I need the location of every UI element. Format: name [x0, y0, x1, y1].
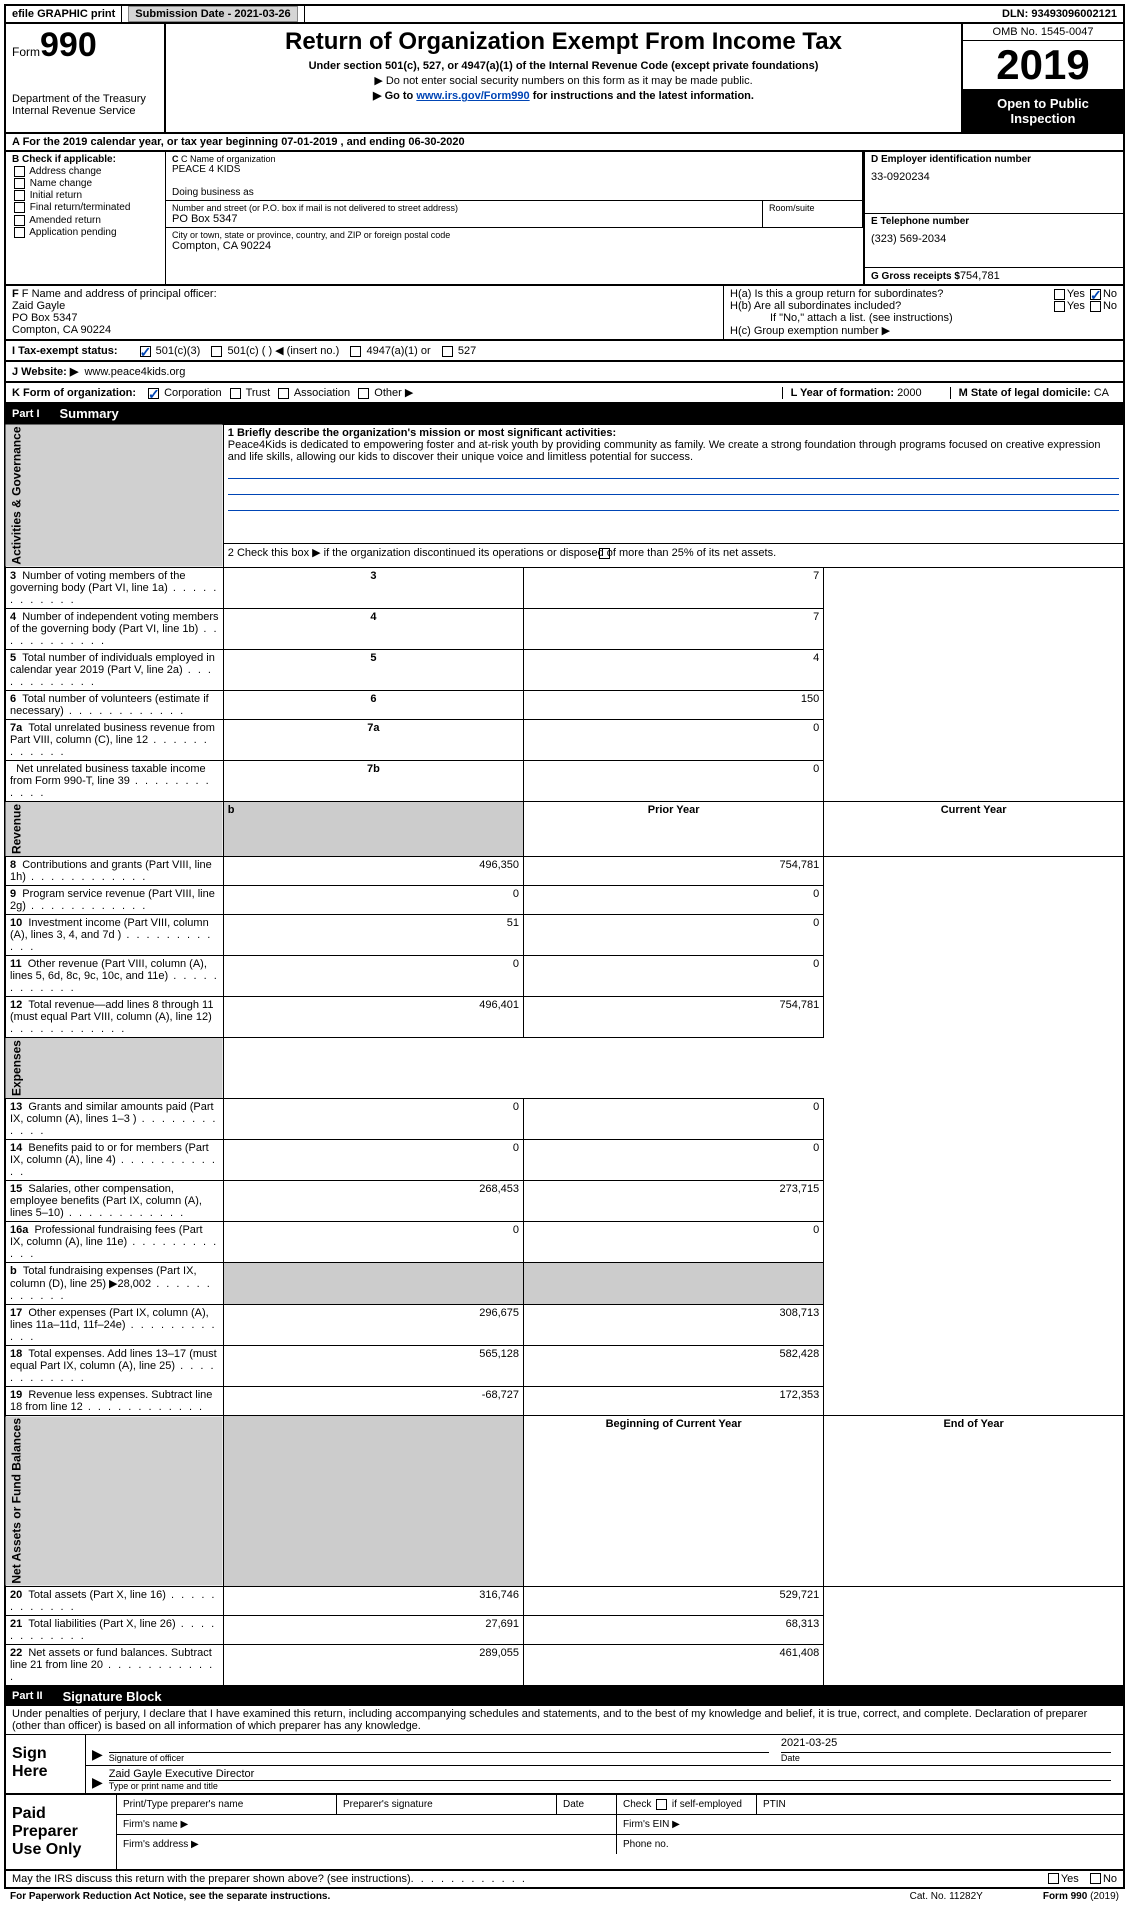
table-row: 20 Total assets (Part X, line 16)316,746… [5, 1586, 1124, 1615]
checkbox-item[interactable]: Final return/terminated [12, 202, 159, 213]
org-name: PEACE 4 KIDS [172, 164, 856, 175]
table-row: Net unrelated business taxable income fr… [5, 761, 1124, 802]
table-row: 4 Number of independent voting members o… [5, 609, 1124, 650]
city-label: City or town, state or province, country… [172, 230, 857, 240]
table-row: 14 Benefits paid to or for members (Part… [5, 1140, 1124, 1181]
table-row: 15 Salaries, other compensation, employe… [5, 1181, 1124, 1222]
irs-link[interactable]: www.irs.gov/Form990 [416, 90, 529, 102]
efile-button[interactable]: efile GRAPHIC print [6, 6, 122, 22]
part-2-header: Part II Signature Block [4, 1687, 1125, 1706]
table-row: 10 Investment income (Part VIII, column … [5, 915, 1124, 956]
table-row: 8 Contributions and grants (Part VIII, l… [5, 857, 1124, 886]
checkbox-item[interactable]: Initial return [12, 190, 159, 201]
submission-date: Submission Date - 2021-03-26 [122, 6, 304, 22]
sign-here-label: Sign Here [6, 1735, 86, 1793]
table-row: 3 Number of voting members of the govern… [5, 568, 1124, 609]
checkbox-item[interactable]: Amended return [12, 215, 159, 226]
phone: (323) 569-2034 [871, 233, 1117, 245]
dba-label: Doing business as [172, 187, 856, 198]
side-expenses: Expenses [5, 1038, 223, 1099]
side-net-assets: Net Assets or Fund Balances [5, 1416, 223, 1587]
form-number: Form990 [12, 26, 158, 65]
org-name-label: C C Name of organization [172, 154, 856, 164]
mission-text: Peace4Kids is dedicated to empowering fo… [228, 439, 1101, 463]
dln: DLN: 93493096002121 [996, 6, 1123, 22]
row-k-form-org: K Form of organization: Corporation Trus… [4, 383, 1125, 404]
checkbox-item[interactable]: Application pending [12, 227, 159, 238]
table-row: 6 Total number of volunteers (estimate i… [5, 691, 1124, 720]
row-j-website: J Website: ▶ www.peace4kids.org [4, 362, 1125, 383]
subtitle-1: Under section 501(c), 527, or 4947(a)(1)… [174, 60, 953, 72]
h-b: H(b) Are all subordinates included? Yes … [730, 300, 1117, 312]
table-row: 17 Other expenses (Part IX, column (A), … [5, 1305, 1124, 1346]
table-row: 7a Total unrelated business revenue from… [5, 720, 1124, 761]
table-row: 16a Professional fundraising fees (Part … [5, 1222, 1124, 1263]
footer: For Paperwork Reduction Act Notice, see … [4, 1889, 1125, 1904]
table-row: 21 Total liabilities (Part X, line 26)27… [5, 1615, 1124, 1644]
inspection-notice: Open to Public Inspection [963, 90, 1123, 132]
col-b-checkboxes: B Check if applicable: Address change Na… [6, 152, 166, 284]
signature-block: Under penalties of perjury, I declare th… [4, 1706, 1125, 1795]
website-url[interactable]: www.peace4kids.org [84, 366, 185, 378]
table-row: 19 Revenue less expenses. Subtract line … [5, 1387, 1124, 1416]
officer-addr1: PO Box 5347 [12, 312, 717, 324]
paid-preparer-label: Paid Preparer Use Only [6, 1795, 116, 1869]
row-f-h: F F Name and address of principal office… [4, 286, 1125, 341]
form-title: Return of Organization Exempt From Incom… [174, 28, 953, 56]
subtitle-3: ▶ Go to www.irs.gov/Form990 for instruct… [174, 89, 953, 102]
form-header: Form990 Department of the Treasury Inter… [4, 24, 1125, 134]
top-bar: efile GRAPHIC print Submission Date - 20… [4, 4, 1125, 24]
table-row: 12 Total revenue—add lines 8 through 11 … [5, 997, 1124, 1038]
part-1-header: Part I Summary [4, 404, 1125, 423]
subtitle-2: ▶ Do not enter social security numbers o… [174, 74, 953, 87]
side-revenue: Revenue [5, 802, 223, 857]
summary-table: Activities & Governance 1 Briefly descri… [4, 423, 1125, 1687]
col-d-ein: D Employer identification number 33-0920… [863, 152, 1123, 284]
table-row: 5 Total number of individuals employed i… [5, 650, 1124, 691]
officer-addr2: Compton, CA 90224 [12, 324, 717, 336]
city: Compton, CA 90224 [172, 240, 857, 252]
officer-name: Zaid Gayle [12, 300, 717, 312]
checkbox-item[interactable]: Name change [12, 178, 159, 189]
m-state: M State of legal domicile: CA [950, 387, 1117, 399]
discuss-row: May the IRS discuss this return with the… [4, 1871, 1125, 1889]
tax-year: 2019 [963, 41, 1123, 90]
officer-label: F F Name and address of principal office… [12, 288, 717, 300]
table-row: 22 Net assets or fund balances. Subtract… [5, 1644, 1124, 1686]
department: Department of the Treasury Internal Reve… [12, 93, 158, 117]
row-a-tax-year: A For the 2019 calendar year, or tax yea… [4, 134, 1125, 152]
addr-label: Number and street (or P.O. box if mail i… [172, 203, 756, 213]
table-row: b Total fundraising expenses (Part IX, c… [5, 1263, 1124, 1305]
gross-receipts: 754,781 [960, 270, 1000, 282]
ein: 33-0920234 [871, 171, 1117, 183]
table-row: 18 Total expenses. Add lines 13–17 (must… [5, 1346, 1124, 1387]
checkbox-item[interactable]: Address change [12, 166, 159, 177]
col-c-org-info: C C Name of organization PEACE 4 KIDS Do… [166, 152, 863, 284]
paid-preparer-block: Paid Preparer Use Only Print/Type prepar… [4, 1795, 1125, 1871]
perjury-declaration: Under penalties of perjury, I declare th… [6, 1706, 1123, 1735]
addr: PO Box 5347 [172, 213, 756, 225]
table-row: 9 Program service revenue (Part VIII, li… [5, 886, 1124, 915]
table-row: 13 Grants and similar amounts paid (Part… [5, 1099, 1124, 1140]
row-i-tax-status: I Tax-exempt status: 501(c)(3) 501(c) ( … [4, 341, 1125, 362]
main-info-box: B Check if applicable: Address change Na… [4, 152, 1125, 286]
side-activities: Activities & Governance [5, 424, 223, 568]
room-label: Room/suite [763, 201, 863, 227]
h-c: H(c) Group exemption number ▶ [730, 324, 1117, 337]
omb-number: OMB No. 1545-0047 [963, 24, 1123, 41]
l-year-formation: L Year of formation: 2000 [782, 387, 930, 399]
h-b-note: If "No," attach a list. (see instruction… [730, 312, 1117, 324]
h-a: H(a) Is this a group return for subordin… [730, 288, 1117, 300]
table-row: 11 Other revenue (Part VIII, column (A),… [5, 956, 1124, 997]
